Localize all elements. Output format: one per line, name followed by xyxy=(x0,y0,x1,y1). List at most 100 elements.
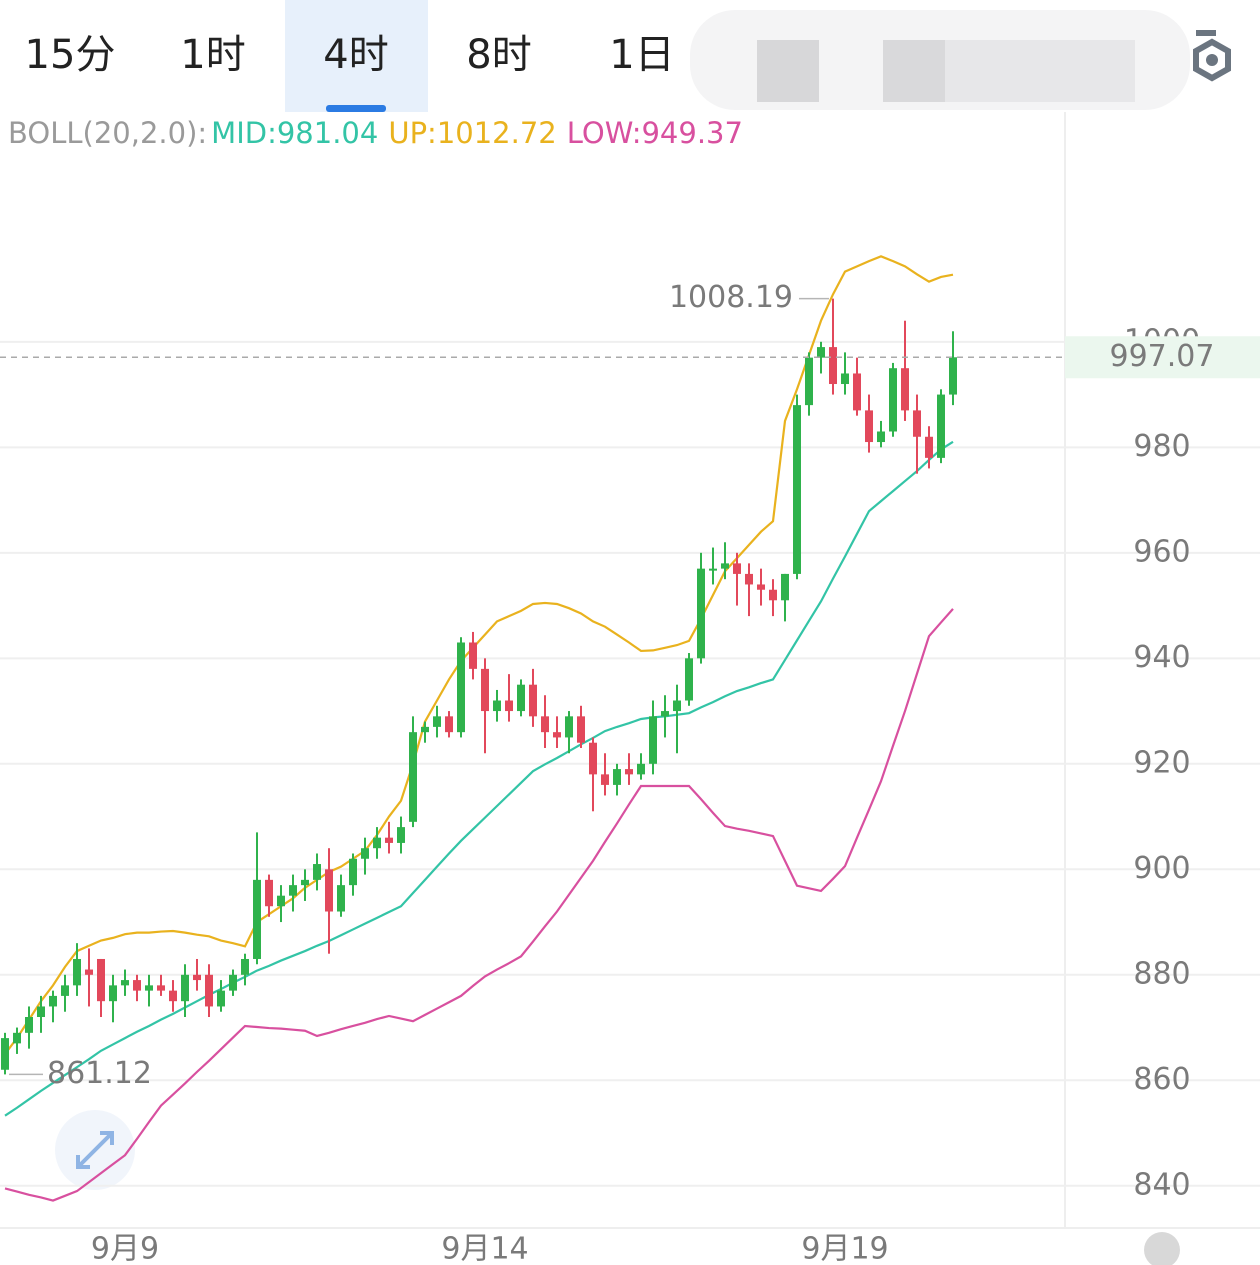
x-tick-label: 9月9 xyxy=(91,1232,159,1265)
boll-line xyxy=(4,440,954,1117)
candle-body xyxy=(649,716,657,764)
current-price-label: 997.07 xyxy=(1110,339,1215,374)
candle-body xyxy=(493,700,501,712)
candle-body xyxy=(745,573,753,585)
expand-arrows[interactable] xyxy=(76,1131,114,1169)
candle-body xyxy=(565,716,573,738)
candle-body xyxy=(577,716,585,743)
settings-icon[interactable] xyxy=(1193,30,1231,82)
tab[interactable]: 8时 xyxy=(466,32,531,78)
candle-body xyxy=(193,974,201,981)
candle-body xyxy=(49,995,57,1007)
y-tick-label: 880 xyxy=(1133,956,1190,991)
candle-body xyxy=(613,769,621,785)
candle-body xyxy=(97,958,105,1002)
candle-body xyxy=(469,642,477,669)
candle-body xyxy=(265,879,273,907)
y-tick-label: 940 xyxy=(1133,640,1190,675)
indicator-text: 949.37 xyxy=(641,116,742,150)
tab[interactable]: 4时 xyxy=(323,32,388,78)
min-label: 861.12 xyxy=(47,1056,152,1091)
icon-bar[interactable] xyxy=(1196,30,1216,36)
candle-body xyxy=(937,394,945,458)
candle-body xyxy=(865,410,873,443)
candle-body xyxy=(457,642,465,733)
candle-body xyxy=(1,1038,9,1070)
candle-body xyxy=(925,436,933,458)
tab[interactable]: 15分 xyxy=(25,32,116,78)
candle-body xyxy=(445,716,453,733)
candle-body xyxy=(409,732,417,822)
candle-body xyxy=(313,864,321,880)
candle-body xyxy=(397,827,405,843)
indicator-text: 981.04 xyxy=(277,116,378,150)
current-price-box xyxy=(1065,336,1260,379)
candle-body xyxy=(289,885,297,896)
candle-body xyxy=(805,357,813,406)
tab[interactable]: 1时 xyxy=(180,32,245,78)
candle-body xyxy=(889,368,897,432)
x-tick-label: 9月19 xyxy=(801,1232,888,1265)
candle-body xyxy=(601,774,609,785)
candle-body xyxy=(325,869,333,912)
tab[interactable]: 1日 xyxy=(609,32,674,78)
candle-body xyxy=(85,969,93,975)
candle-body xyxy=(529,684,537,717)
tab-selected-bg[interactable] xyxy=(285,0,428,112)
candle-body xyxy=(277,895,285,907)
candle-body xyxy=(793,405,801,574)
candle-body xyxy=(673,700,681,712)
y-tick-label: 960 xyxy=(1133,534,1190,569)
blur-block xyxy=(883,40,945,102)
candle-body xyxy=(781,573,789,601)
hexagon-dot[interactable] xyxy=(1206,54,1218,66)
candle-body xyxy=(301,879,309,886)
indicator-text: BOLL(20,2.0): xyxy=(8,116,207,150)
boll-line xyxy=(4,608,954,1202)
indicator-text: LOW: xyxy=(567,116,642,150)
y-tick-label: 900 xyxy=(1133,851,1190,886)
blur-block xyxy=(945,40,1135,102)
candle-body xyxy=(373,837,381,849)
max-label: 1008.19 xyxy=(669,280,793,315)
candle-body xyxy=(913,410,921,437)
indicator-text: UP: xyxy=(388,116,436,150)
y-tick-label: 840 xyxy=(1133,1167,1190,1202)
candle-body xyxy=(769,589,777,601)
candle-body xyxy=(829,347,837,385)
x-tick-label: 9月14 xyxy=(441,1232,528,1265)
indicator-text: 1012.72 xyxy=(437,116,557,150)
candle-body xyxy=(637,763,645,775)
candle-body xyxy=(205,974,213,1007)
tab-indicator[interactable] xyxy=(326,105,386,112)
candle-body xyxy=(169,990,177,1002)
candle-body xyxy=(625,769,633,775)
blurred-area xyxy=(690,10,1190,110)
y-tick-label: 860 xyxy=(1133,1062,1190,1097)
candle-body xyxy=(541,716,549,733)
candle-body xyxy=(181,974,189,1002)
candle-body xyxy=(517,684,525,712)
blur-block xyxy=(757,40,819,102)
candle-body xyxy=(853,373,861,411)
candle-body xyxy=(385,837,393,843)
candle-body xyxy=(817,347,825,358)
candle-body xyxy=(109,985,117,1002)
k-button[interactable] xyxy=(1144,1232,1180,1265)
candle-body xyxy=(61,985,69,996)
candle-body xyxy=(685,658,693,701)
expand-button[interactable] xyxy=(55,1110,135,1190)
candle-body xyxy=(37,1006,45,1018)
k-bg[interactable] xyxy=(1144,1232,1180,1265)
candle-body xyxy=(253,879,261,959)
candle-body xyxy=(25,1017,33,1033)
candle-body xyxy=(877,431,885,443)
candle-body xyxy=(661,711,669,717)
candle-body xyxy=(13,1032,21,1044)
hexagon[interactable] xyxy=(1193,38,1231,82)
indicator-text: MID: xyxy=(211,116,277,150)
candle-body xyxy=(949,357,957,395)
candle-body xyxy=(337,885,345,912)
y-tick-label: 920 xyxy=(1133,745,1190,780)
